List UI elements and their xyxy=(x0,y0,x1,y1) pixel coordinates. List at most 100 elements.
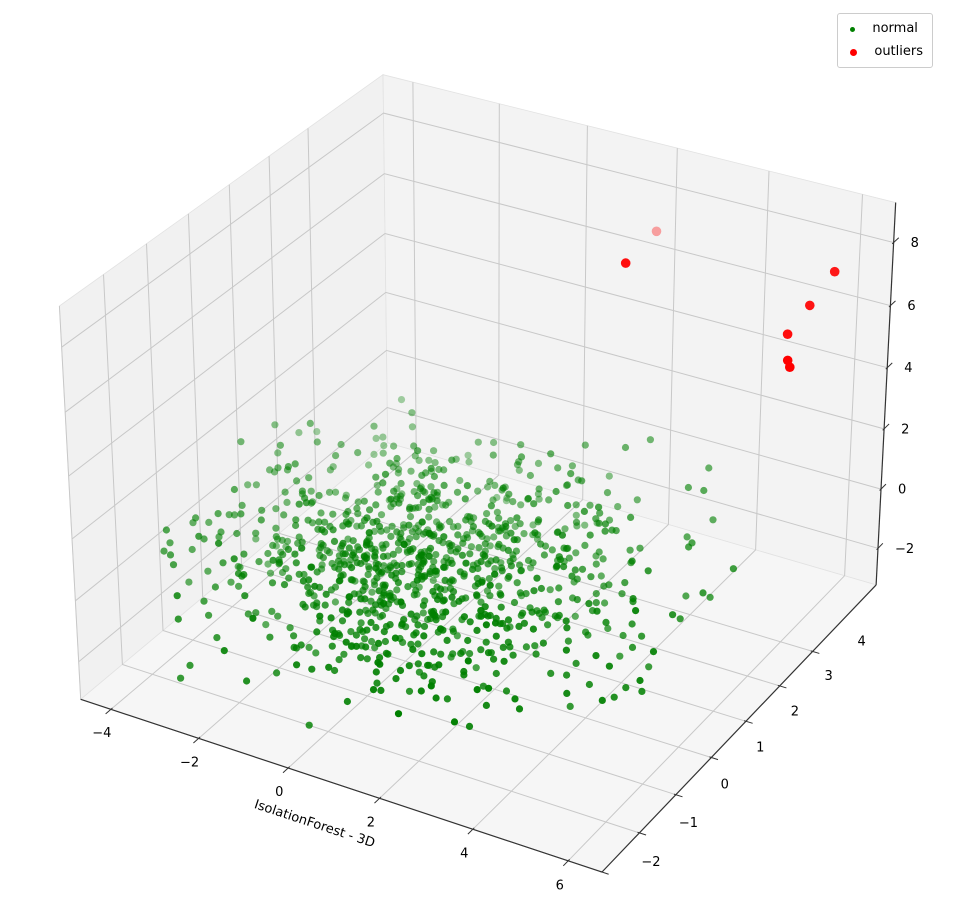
grid-line-z xyxy=(68,232,888,477)
normal-point xyxy=(338,617,347,625)
normal-point xyxy=(646,436,655,444)
normal-point xyxy=(337,440,345,449)
normal-point xyxy=(379,433,387,441)
normal-point xyxy=(592,652,600,660)
normal-point xyxy=(413,576,421,584)
normal-point xyxy=(482,638,490,646)
normal-point xyxy=(230,485,238,494)
normal-point xyxy=(257,516,265,524)
axes-lines xyxy=(80,202,897,873)
normal-point xyxy=(427,464,435,472)
normal-point xyxy=(537,584,546,593)
normal-point xyxy=(554,464,562,472)
normal-point xyxy=(400,540,408,549)
normal-point xyxy=(252,529,260,537)
normal-point xyxy=(427,483,435,491)
normal-point xyxy=(495,582,503,590)
normal-point xyxy=(381,470,390,478)
normal-point xyxy=(562,617,570,625)
normal-point xyxy=(280,581,289,589)
normal-point xyxy=(601,527,609,535)
normal-point xyxy=(482,621,490,629)
normal-point xyxy=(462,559,470,567)
normal-point xyxy=(419,609,427,617)
normal-point xyxy=(363,514,371,522)
normal-point xyxy=(220,647,228,655)
normal-point xyxy=(366,506,374,514)
normal-point xyxy=(500,657,508,665)
normal-point xyxy=(491,481,499,489)
normal-point xyxy=(475,544,483,552)
normal-point xyxy=(398,568,406,576)
normal-point xyxy=(400,524,408,532)
normal-point xyxy=(365,563,373,571)
normal-point xyxy=(644,567,652,575)
normal-point xyxy=(515,705,524,713)
x-tick-label: 6 xyxy=(556,878,564,893)
normal-point xyxy=(337,572,345,580)
normal-point xyxy=(515,466,523,474)
normal-point xyxy=(526,471,535,480)
normal-point xyxy=(486,581,494,589)
normal-point xyxy=(249,614,257,622)
normal-point xyxy=(598,696,606,705)
normal-point xyxy=(548,546,556,554)
normal-point xyxy=(602,618,610,627)
normal-point xyxy=(565,554,573,562)
normal-point xyxy=(499,484,507,492)
normal-point xyxy=(516,589,524,597)
normal-point xyxy=(512,547,521,555)
normal-point xyxy=(355,546,363,554)
normal-point xyxy=(200,597,208,605)
normal-point xyxy=(439,597,447,605)
normal-point xyxy=(571,566,579,574)
normal-point xyxy=(572,518,581,526)
normal-point xyxy=(361,553,369,561)
normal-point xyxy=(587,573,595,581)
legend: normal outliers xyxy=(837,13,933,68)
normal-point xyxy=(592,590,600,598)
normal-point xyxy=(540,606,548,614)
z-tick xyxy=(879,483,887,491)
normal-point xyxy=(341,494,350,502)
normal-point xyxy=(353,504,361,512)
normal-point xyxy=(601,520,610,528)
normal-point xyxy=(316,612,324,620)
normal-point xyxy=(436,524,444,532)
normal-point xyxy=(357,595,365,603)
normal-point xyxy=(486,477,494,485)
normal-point xyxy=(383,526,391,534)
normal-point xyxy=(572,511,580,519)
normal-point xyxy=(484,649,493,657)
normal-point xyxy=(513,514,521,522)
normal-point xyxy=(608,526,616,534)
normal-point xyxy=(252,535,260,543)
normal-point xyxy=(233,529,241,538)
normal-point xyxy=(290,632,298,640)
normal-point xyxy=(628,620,636,628)
outlier-point xyxy=(805,300,815,311)
normal-point xyxy=(558,531,567,539)
z-tick-label: 6 xyxy=(907,299,915,314)
normal-point xyxy=(285,574,293,582)
normal-point xyxy=(567,470,575,478)
normal-point xyxy=(379,544,387,552)
normal-point xyxy=(291,550,299,558)
normal-point xyxy=(443,695,451,703)
normal-point xyxy=(595,519,603,527)
normal-point xyxy=(323,547,331,555)
normal-point xyxy=(273,669,281,677)
x-tick-label: −4 xyxy=(92,726,111,741)
normal-point xyxy=(449,627,457,636)
normal-point xyxy=(327,614,335,622)
normal-point xyxy=(729,565,738,573)
grid-line-y xyxy=(103,274,640,834)
normal-point xyxy=(205,518,213,527)
normal-point xyxy=(388,571,396,579)
normal-point xyxy=(502,497,510,505)
normal-point xyxy=(540,551,549,559)
normal-point xyxy=(393,561,401,570)
normal-point xyxy=(430,472,438,481)
normal-point xyxy=(582,628,590,636)
normal-point xyxy=(493,508,501,516)
